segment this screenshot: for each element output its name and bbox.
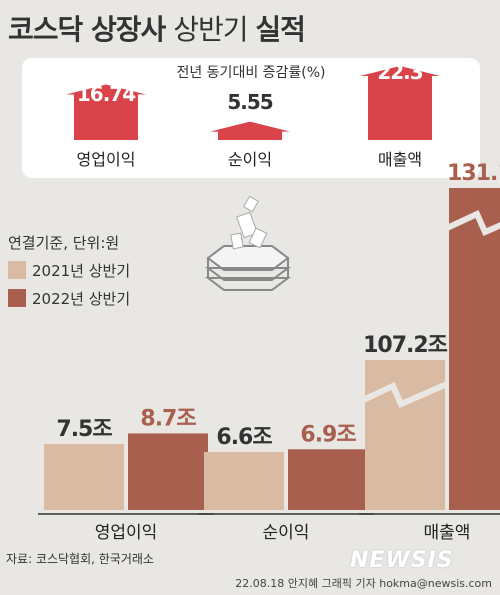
data-label-0-1: 8.7조 [140, 406, 196, 431]
data-label-0-0: 7.5조 [56, 417, 112, 442]
bar-1-1 [288, 449, 368, 510]
growth-arrow-2 [360, 66, 440, 140]
watermark-logo: NEWSIS [350, 548, 454, 573]
growth-value-1: 5.55 [227, 90, 273, 114]
growth-value-0: 16.74 [76, 82, 136, 106]
legend-swatch-2022 [8, 289, 26, 307]
legend-item-2022: 2022년 상반기 [8, 284, 130, 312]
growth-arrow-1 [210, 121, 290, 140]
legend: 연결기준, 단위:원 2021년 상반기 2022년 상반기 [8, 228, 130, 312]
legend-note: 연결기준, 단위:원 [8, 233, 120, 252]
legend-label-2021: 2021년 상반기 [32, 261, 131, 280]
category-label-0: 영업이익 [95, 523, 158, 543]
data-label-2-1: 131.1조 [447, 161, 500, 186]
category-label-1: 순이익 [263, 523, 310, 543]
bar-2-0 [365, 360, 445, 510]
axis-break-1 [445, 209, 500, 236]
bar-1-0 [204, 451, 284, 510]
chart-title: 코스닥 상장사 상반기 실적 [8, 13, 306, 46]
credit-text: 22.08.18 안지혜 그래픽 기자 hokma@newsis.com [235, 577, 492, 590]
growth-arrows [66, 66, 440, 140]
category-label-2: 매출액 [424, 523, 471, 543]
growth-category-1: 순이익 [227, 150, 273, 169]
legend-swatch-2021 [8, 261, 26, 279]
money-pot-illustration [205, 195, 291, 291]
growth-category-0: 영업이익 [76, 150, 136, 169]
bar-0-1 [128, 433, 208, 510]
legend-label-2022: 2022년 상반기 [32, 289, 131, 308]
data-label-1-0: 6.6조 [216, 425, 272, 450]
data-label-1-1: 6.9조 [300, 422, 356, 447]
growth-value-2: 22.3 [377, 60, 423, 84]
growth-category-2: 매출액 [377, 150, 423, 169]
growth-title: 전년 동기대비 증감률(%) [176, 65, 326, 81]
data-label-2-0: 107.2조 [363, 333, 448, 358]
bar-0-0 [44, 444, 124, 510]
growth-arrow-0 [66, 84, 146, 140]
growth-card: 전년 동기대비 증감률(%) 16.74 5.55 22.3 영업이익 순이익 … [22, 58, 480, 178]
source-text: 자료: 코스닥협회, 한국거래소 [6, 552, 154, 566]
money-pot-icon [205, 195, 291, 291]
bar-2-1 [449, 188, 500, 510]
axis-break-0 [361, 381, 449, 408]
legend-item-2021: 2021년 상반기 [8, 256, 130, 284]
